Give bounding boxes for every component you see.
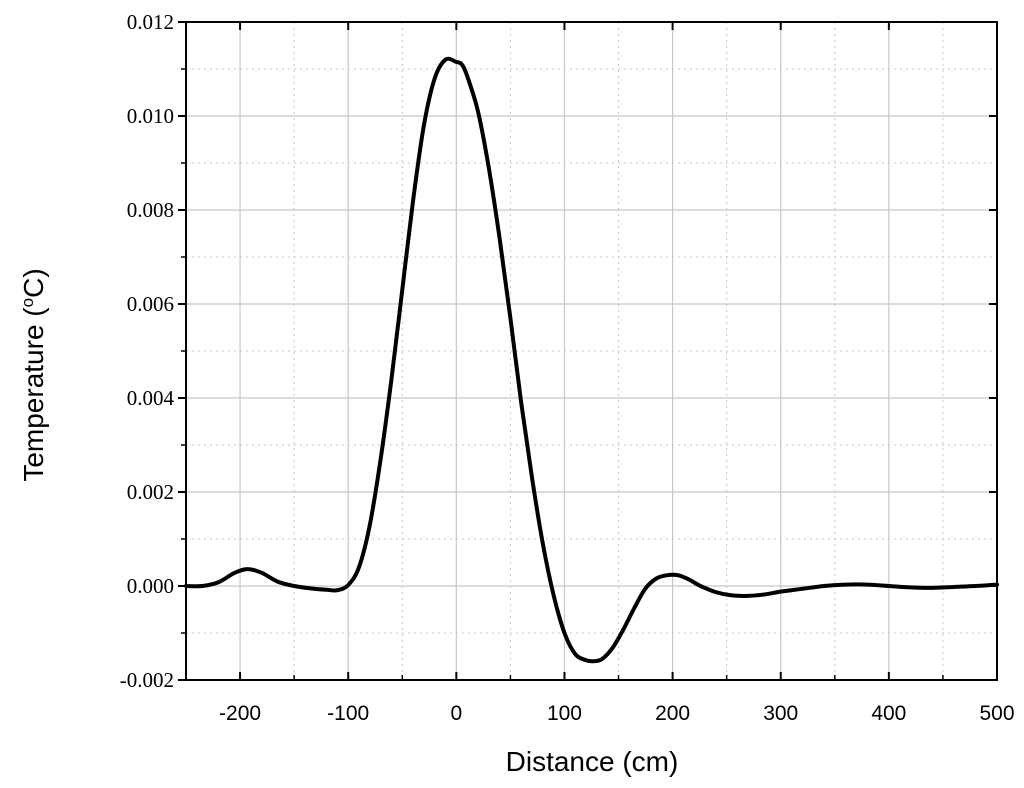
x-tick-label: -200: [219, 702, 261, 725]
series-line-temperature: [184, 56, 999, 664]
x-tick-labels: -200 -100 0 100 200 300 400 500: [219, 702, 1014, 725]
series-layer: [184, 56, 999, 664]
x-tick-label: 500: [979, 702, 1014, 725]
x-tick-label: 100: [547, 702, 582, 725]
x-axis-title: Distance (cm): [506, 746, 679, 777]
tick-marks: [178, 21, 998, 681]
y-tick-label: 0.006: [127, 292, 174, 316]
y-tick-label: 0.010: [127, 104, 174, 128]
x-tick-label: 400: [871, 702, 906, 725]
y-tick-labels: -0.002 0.000 0.002 0.004 0.006 0.008 0.010 0.01…: [120, 10, 175, 692]
y-axis-title-unit: C): [18, 268, 49, 298]
minor-gridlines: [185, 22, 997, 680]
y-tick-label: 0.012: [127, 10, 174, 34]
y-axis-title: Temperature (oC): [18, 268, 49, 481]
x-tick-label: 300: [763, 702, 798, 725]
y-tick-label: 0.008: [127, 198, 174, 222]
y-axis-title-superscript: o: [18, 298, 37, 307]
x-tick-label: -100: [327, 702, 369, 725]
y-tick-label: 0.000: [127, 574, 174, 598]
y-axis-title-main: Temperature (: [18, 307, 49, 482]
y-tick-label: 0.002: [127, 480, 174, 504]
x-tick-label: 200: [655, 702, 690, 725]
x-tick-label: 0: [450, 702, 462, 725]
y-tick-label: -0.002: [120, 668, 174, 692]
y-tick-label: 0.004: [127, 386, 175, 410]
